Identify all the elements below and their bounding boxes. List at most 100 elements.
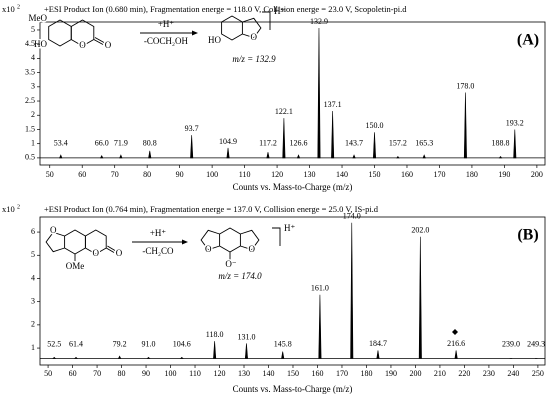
- y-tick-label: 1.5: [25, 124, 35, 133]
- peak-label: 161.0: [311, 284, 329, 293]
- peak: [52, 356, 57, 359]
- peak-label: 188.8: [492, 139, 510, 148]
- ring-atom: O: [116, 248, 123, 258]
- peak: [190, 135, 194, 159]
- peak-label: 93.7: [185, 124, 199, 133]
- peak-label: 118.0: [206, 330, 224, 339]
- peak-label: 132.9: [310, 17, 328, 26]
- mz-annotation: m/z = 132.9: [232, 54, 276, 64]
- peak-label: 117.2: [259, 139, 277, 148]
- x-tick-label: 190: [498, 170, 510, 179]
- substituent: MeO: [29, 13, 48, 23]
- peak-label: 66.0: [95, 139, 109, 148]
- ring-atom: O: [50, 225, 57, 235]
- peak-label: 184.7: [369, 339, 387, 348]
- x-tick-label: 160: [311, 369, 323, 378]
- peak-label: 150.0: [366, 121, 384, 130]
- ion-charge: H⁺: [284, 223, 295, 233]
- peak-label: 104.9: [219, 137, 237, 146]
- reagent: +H⁺: [158, 19, 175, 29]
- y-tick-label: 1: [31, 343, 35, 352]
- peak-label: 178.0: [456, 81, 474, 90]
- panel-label: (B): [517, 227, 538, 244]
- peak-label: 157.2: [389, 139, 407, 148]
- y-tick-label: 4: [31, 53, 35, 62]
- peak: [148, 150, 152, 159]
- x-tick-label: 130: [238, 369, 250, 378]
- x-tick-label: 50: [44, 369, 52, 378]
- peak: [74, 356, 78, 359]
- y-tick-label: 4: [31, 273, 35, 282]
- reactant-structure: [45, 229, 116, 262]
- peak: [317, 27, 321, 159]
- peak: [498, 156, 503, 159]
- peak-label: 71.9: [114, 139, 128, 148]
- peak: [376, 350, 380, 359]
- chart-title: +ESI Product Ion (0.764 min), Fragmentat…: [44, 204, 379, 214]
- y-tick-label: 2: [31, 110, 35, 119]
- x-tick-label: 60: [78, 170, 86, 179]
- y-tick-label: 5: [31, 250, 35, 259]
- peak: [179, 356, 184, 359]
- peak-label: 165.3: [415, 139, 433, 148]
- x-tick-label: 100: [206, 170, 218, 179]
- x-tick-label: 60: [69, 369, 77, 378]
- marker: [452, 329, 458, 335]
- x-tick-label: 200: [409, 369, 421, 378]
- neutral-loss: -CH₂CO: [142, 246, 174, 256]
- peak-label: 52.5: [47, 339, 61, 348]
- x-tick-label: 210: [434, 369, 446, 378]
- peak-label: 174.0: [343, 212, 361, 221]
- ring-atom: O: [205, 244, 212, 254]
- y-tick-label: 6: [31, 227, 35, 236]
- x-tick-label: 150: [369, 170, 381, 179]
- x-axis-label: Counts vs. Mass-to-Charge (m/z): [233, 384, 353, 394]
- x-tick-label: 70: [93, 369, 101, 378]
- peak: [396, 156, 400, 159]
- peak: [513, 129, 517, 159]
- peak-label: 126.6: [290, 139, 308, 148]
- y-tick-label: 2: [31, 320, 35, 329]
- peak: [331, 110, 335, 159]
- y-tick-label: 3: [31, 82, 35, 91]
- x-tick-label: 150: [287, 369, 299, 378]
- x-tick-label: 110: [239, 170, 251, 179]
- peak-label: 216.6: [447, 339, 465, 348]
- peak: [59, 154, 63, 159]
- peak: [244, 343, 248, 359]
- plot-frame: [39, 216, 546, 366]
- peak-label: 145.8: [274, 339, 292, 348]
- substituent: HO: [34, 39, 47, 49]
- peak: [100, 154, 104, 159]
- ring-atom: O: [79, 40, 86, 50]
- x-tick-label: 50: [46, 170, 54, 179]
- peak: [296, 154, 301, 159]
- x-tick-label: 120: [214, 369, 226, 378]
- x-tick-label: 110: [189, 369, 201, 378]
- arrow-head: [182, 239, 188, 245]
- peak: [119, 154, 123, 159]
- y-tick-label: 0.5: [25, 153, 35, 162]
- peak-label: 104.6: [173, 339, 191, 348]
- y-multiplier: x10: [2, 204, 15, 214]
- panel-label: (A): [517, 32, 539, 49]
- peak-label: 53.4: [54, 139, 68, 148]
- peak: [226, 147, 230, 159]
- reactant-structure: [48, 19, 105, 47]
- x-tick-label: 100: [165, 369, 177, 378]
- product-structure: [221, 11, 271, 41]
- ring-atom: O: [105, 40, 112, 50]
- y-multiplier-exponent: 2: [17, 4, 20, 10]
- product-structure: [200, 227, 281, 260]
- x-tick-label: 230: [483, 369, 495, 378]
- peak: [422, 154, 426, 159]
- neutral-loss: -COCH₂OH: [144, 36, 189, 46]
- y-tick-label: 4.5: [25, 39, 35, 48]
- peak-label: 91.0: [141, 339, 155, 348]
- x-tick-label: 170: [433, 170, 445, 179]
- x-tick-label: 200: [531, 170, 543, 179]
- peak: [318, 294, 322, 359]
- x-tick-label: 190: [385, 369, 397, 378]
- peak: [463, 92, 467, 159]
